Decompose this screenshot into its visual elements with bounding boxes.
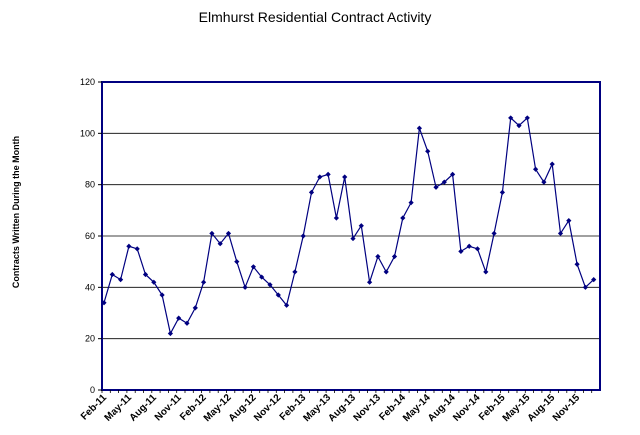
x-axis-ticks: Feb-11May-11Aug-11Nov-11Feb-12May-12Aug-… (79, 390, 593, 424)
data-point (516, 123, 522, 129)
data-point (358, 223, 364, 229)
data-point (284, 302, 290, 308)
data-point (416, 125, 422, 131)
data-point (126, 243, 132, 249)
x-tick-label: Nov-11 (153, 392, 184, 423)
data-point (292, 269, 298, 275)
data-point (367, 279, 373, 285)
data-point (317, 174, 323, 180)
x-tick-label: Aug-11 (128, 392, 160, 424)
y-tick-label: 60 (85, 231, 95, 241)
data-point (275, 292, 281, 298)
x-tick-label: Nov-13 (352, 392, 384, 424)
data-point (557, 230, 564, 237)
y-axis-label: Contracts Written During the Month (11, 136, 21, 288)
data-point (118, 277, 124, 283)
data-point (425, 148, 431, 154)
data-point (225, 230, 232, 237)
data-point (508, 115, 514, 121)
data-point (151, 279, 157, 285)
data-point (566, 218, 572, 224)
data-point (201, 279, 207, 285)
y-tick-label: 40 (85, 282, 95, 292)
data-point (533, 166, 539, 172)
data-point (433, 184, 439, 190)
x-tick-label: Nov-15 (551, 392, 583, 424)
data-point (474, 246, 481, 252)
data-point (142, 271, 149, 278)
data-point (466, 243, 472, 249)
data-point (134, 246, 140, 252)
data-point (375, 253, 381, 260)
data-point (209, 230, 215, 237)
series-line (103, 116, 595, 336)
x-tick-label: Nov-12 (252, 392, 284, 424)
data-point (259, 274, 265, 280)
y-tick-label: 20 (85, 334, 95, 344)
data-point (192, 305, 198, 311)
data-point (450, 171, 456, 177)
y-tick-label: 100 (80, 128, 95, 138)
data-point (325, 171, 331, 177)
data-point (591, 277, 597, 283)
data-point (234, 259, 240, 265)
data-point (549, 161, 555, 167)
data-point (541, 179, 547, 185)
data-point (250, 264, 256, 270)
data-point (159, 292, 165, 298)
data-point (574, 261, 580, 267)
data-point (391, 253, 398, 260)
data-point (350, 235, 356, 242)
data-point (441, 179, 447, 185)
chart-title: Elmhurst Residential Contract Activity (199, 9, 432, 25)
data-point (109, 271, 115, 278)
data-point (458, 248, 464, 254)
y-tick-label: 80 (85, 180, 95, 190)
y-tick-label: 0 (90, 385, 95, 395)
data-point (499, 189, 505, 195)
data-point (582, 284, 588, 290)
y-axis-ticks: 0 20 40 60 80 100 120 (80, 77, 102, 395)
data-point (176, 315, 182, 321)
data-point (101, 300, 107, 306)
series-layer (101, 115, 597, 337)
data-point (267, 282, 273, 288)
x-tick-label: Nov-14 (451, 392, 483, 424)
gridlines (101, 82, 600, 391)
data-point (408, 200, 414, 206)
data-point (383, 269, 389, 275)
data-point (333, 215, 339, 221)
data-point (400, 215, 406, 221)
data-point (242, 284, 248, 290)
x-tick-label: Aug-12 (227, 392, 259, 424)
data-point (300, 233, 306, 239)
data-point (483, 269, 489, 275)
x-tick-label: Aug-14 (426, 392, 458, 424)
data-point (308, 189, 315, 195)
data-point (184, 320, 190, 326)
data-point (524, 115, 530, 121)
data-point (491, 230, 497, 237)
data-point (167, 330, 173, 337)
data-point (217, 241, 223, 247)
data-point (342, 174, 348, 180)
y-tick-label: 120 (80, 77, 95, 87)
